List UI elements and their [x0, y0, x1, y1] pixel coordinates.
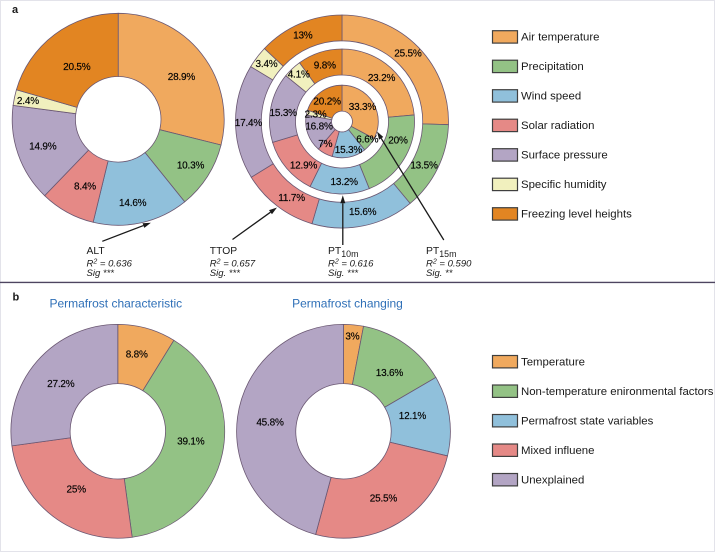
svg-text:39.1%: 39.1% — [177, 436, 205, 447]
svg-text:TTOP: TTOP — [210, 246, 237, 257]
svg-text:Permafrost changing: Permafrost changing — [292, 297, 403, 311]
svg-text:Unexplained: Unexplained — [521, 474, 584, 486]
svg-text:15.3%: 15.3% — [270, 108, 298, 119]
svg-text:23.2%: 23.2% — [368, 73, 396, 84]
svg-text:10.3%: 10.3% — [177, 161, 205, 172]
svg-text:a: a — [12, 4, 19, 16]
svg-text:20.2%: 20.2% — [313, 96, 341, 107]
svg-text:Sig. **: Sig. ** — [426, 268, 453, 279]
svg-text:R2 = 0.636: R2 = 0.636 — [87, 259, 133, 270]
svg-text:3%: 3% — [345, 332, 359, 343]
svg-text:Air temperature: Air temperature — [521, 32, 600, 44]
svg-text:b: b — [13, 292, 20, 304]
svg-text:Wind speed: Wind speed — [521, 91, 581, 103]
svg-text:28.9%: 28.9% — [168, 72, 196, 83]
svg-text:Solar radiation: Solar radiation — [521, 120, 594, 132]
svg-text:Temperature: Temperature — [521, 356, 585, 368]
svg-text:25.5%: 25.5% — [370, 494, 398, 505]
svg-text:7%: 7% — [318, 139, 332, 150]
svg-text:Sig. ***: Sig. *** — [210, 268, 240, 279]
svg-text:13.6%: 13.6% — [376, 368, 404, 379]
svg-text:Permafrost state variables: Permafrost state variables — [521, 415, 654, 427]
svg-text:12.9%: 12.9% — [290, 160, 318, 171]
svg-text:13.5%: 13.5% — [410, 160, 438, 171]
svg-text:Specific humidity: Specific humidity — [521, 179, 607, 191]
svg-text:27.2%: 27.2% — [47, 379, 75, 390]
svg-text:9.8%: 9.8% — [314, 61, 336, 72]
svg-text:Precipitation: Precipitation — [521, 61, 584, 73]
svg-text:11.7%: 11.7% — [278, 193, 305, 204]
svg-text:PT15m: PT15m — [426, 246, 456, 259]
svg-text:Sig ***: Sig *** — [87, 268, 115, 279]
svg-text:17.4%: 17.4% — [235, 118, 263, 129]
svg-text:13%: 13% — [293, 31, 313, 42]
svg-text:20.5%: 20.5% — [63, 62, 91, 73]
svg-text:R2 = 0.590: R2 = 0.590 — [426, 259, 472, 270]
svg-text:45.8%: 45.8% — [256, 418, 284, 429]
svg-text:R2 = 0.657: R2 = 0.657 — [210, 259, 256, 270]
svg-text:Non-temperature enironmental f: Non-temperature enironmental factors — [521, 386, 714, 398]
svg-text:12.1%: 12.1% — [399, 411, 427, 422]
svg-text:ALT: ALT — [87, 246, 106, 257]
svg-text:Permafrost characteristic: Permafrost characteristic — [49, 297, 182, 311]
svg-text:20%: 20% — [388, 136, 408, 147]
svg-text:15.3%: 15.3% — [335, 145, 363, 156]
svg-text:2.3%: 2.3% — [305, 110, 327, 121]
svg-text:Mixed influene: Mixed influene — [521, 445, 594, 457]
svg-text:25.5%: 25.5% — [394, 48, 422, 59]
svg-text:Surface pressure: Surface pressure — [521, 150, 608, 162]
svg-text:8.4%: 8.4% — [74, 182, 96, 193]
svg-text:4.1%: 4.1% — [288, 70, 310, 81]
svg-text:6.6%: 6.6% — [356, 135, 378, 146]
svg-text:8.8%: 8.8% — [126, 350, 148, 361]
svg-text:25%: 25% — [66, 484, 86, 495]
svg-text:15.6%: 15.6% — [349, 207, 377, 218]
svg-text:13.2%: 13.2% — [331, 177, 359, 188]
svg-text:14.6%: 14.6% — [119, 198, 147, 209]
svg-text:3.4%: 3.4% — [256, 59, 278, 70]
svg-text:33.3%: 33.3% — [349, 102, 377, 113]
svg-text:PT10m: PT10m — [328, 246, 358, 259]
svg-text:16.8%: 16.8% — [305, 122, 333, 133]
svg-text:Sig. ***: Sig. *** — [328, 268, 358, 279]
svg-text:R2 = 0.616: R2 = 0.616 — [328, 259, 374, 270]
svg-text:14.9%: 14.9% — [29, 142, 57, 153]
svg-text:2.4%: 2.4% — [17, 96, 39, 107]
svg-text:Freezing level heights: Freezing level heights — [521, 209, 632, 221]
